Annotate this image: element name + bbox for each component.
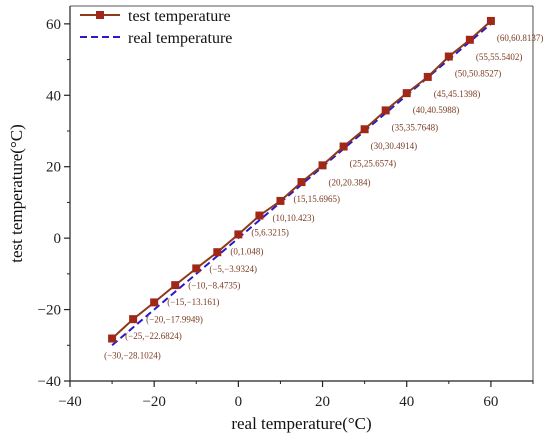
data-label: (0,1.048) (230, 246, 263, 256)
x-tick-label: 60 (483, 394, 498, 410)
data-label: (55,55.5402) (476, 52, 523, 62)
test-temperature-marker (213, 248, 222, 257)
data-label: (50,50.8527) (455, 69, 502, 79)
tick-group: −40 −20 0 20 40 60 −40 −20 0 20 40 60 (38, 17, 534, 410)
data-label: (45,45.1398) (434, 89, 481, 99)
test-temperature-marker (339, 142, 348, 151)
data-label: (20,20.384) (329, 177, 371, 187)
test-temperature-marker (486, 16, 495, 25)
test-temperature-marker (129, 315, 138, 324)
data-label: (−10,−8.4735) (188, 280, 240, 290)
test-temperature-marker (297, 178, 306, 187)
x-tick-label: −40 (58, 394, 81, 410)
y-tick-label: 20 (46, 160, 61, 176)
data-label: (60,60.8137) (497, 33, 543, 43)
y-tick-label: −20 (38, 303, 61, 319)
legend-test-label: test temperature (128, 8, 231, 25)
test-temperature-marker (192, 264, 201, 273)
test-temperature-marker (465, 35, 474, 44)
legend-test-marker (96, 11, 104, 19)
data-label: (5,6.3215) (251, 228, 289, 238)
test-temperature-marker (255, 211, 264, 220)
data-label: (25,25.6574) (350, 159, 397, 169)
test-temperature-marker (318, 161, 327, 170)
y-tick-label: 40 (46, 88, 61, 104)
test-temperature-marker (234, 230, 243, 239)
test-temperature-marker (171, 281, 180, 290)
test-temperature-marker (150, 298, 159, 307)
data-label: (30,30.4914) (371, 141, 418, 151)
x-tick-label: −20 (142, 394, 165, 410)
x-tick-label: 40 (399, 394, 414, 410)
data-label: (−25,−22.6824) (125, 331, 182, 341)
data-label: (15,15.6965) (294, 194, 341, 204)
data-label: (−30,−28.1024) (104, 351, 161, 361)
test-temperature-marker (402, 89, 411, 98)
marker-group (108, 16, 495, 343)
legend-real-label: real temperature (128, 30, 232, 47)
data-label: (−5,−3.9324) (209, 264, 257, 274)
data-label: (−15,−13.161) (167, 297, 219, 307)
test-temperature-marker (423, 72, 432, 81)
test-temperature-marker (444, 52, 453, 61)
data-label: (35,35.7648) (392, 122, 439, 132)
x-tick-label: 20 (315, 394, 330, 410)
x-axis-title: real temperature(°C) (231, 414, 371, 433)
y-tick-label: −40 (38, 374, 61, 390)
x-tick-label: 0 (235, 394, 243, 410)
data-label: (10,10.423) (272, 213, 314, 223)
data-label: (40,40.5988) (413, 105, 460, 115)
y-tick-label: 60 (46, 17, 61, 33)
data-label-group: (−30,−28.1024) (−25,−22.6824) (−20,−17.994… (104, 33, 543, 361)
test-temperature-marker (381, 106, 390, 115)
y-tick-label: 0 (54, 231, 62, 247)
test-temperature-marker (276, 196, 285, 205)
y-axis-title: test temperature(°C) (7, 124, 26, 263)
legend: test temperature real temperature (80, 8, 232, 47)
plot-frame (69, 5, 534, 382)
data-label: (−20,−17.9949) (146, 314, 203, 324)
test-temperature-marker (360, 125, 369, 134)
test-temperature-marker (108, 334, 117, 343)
